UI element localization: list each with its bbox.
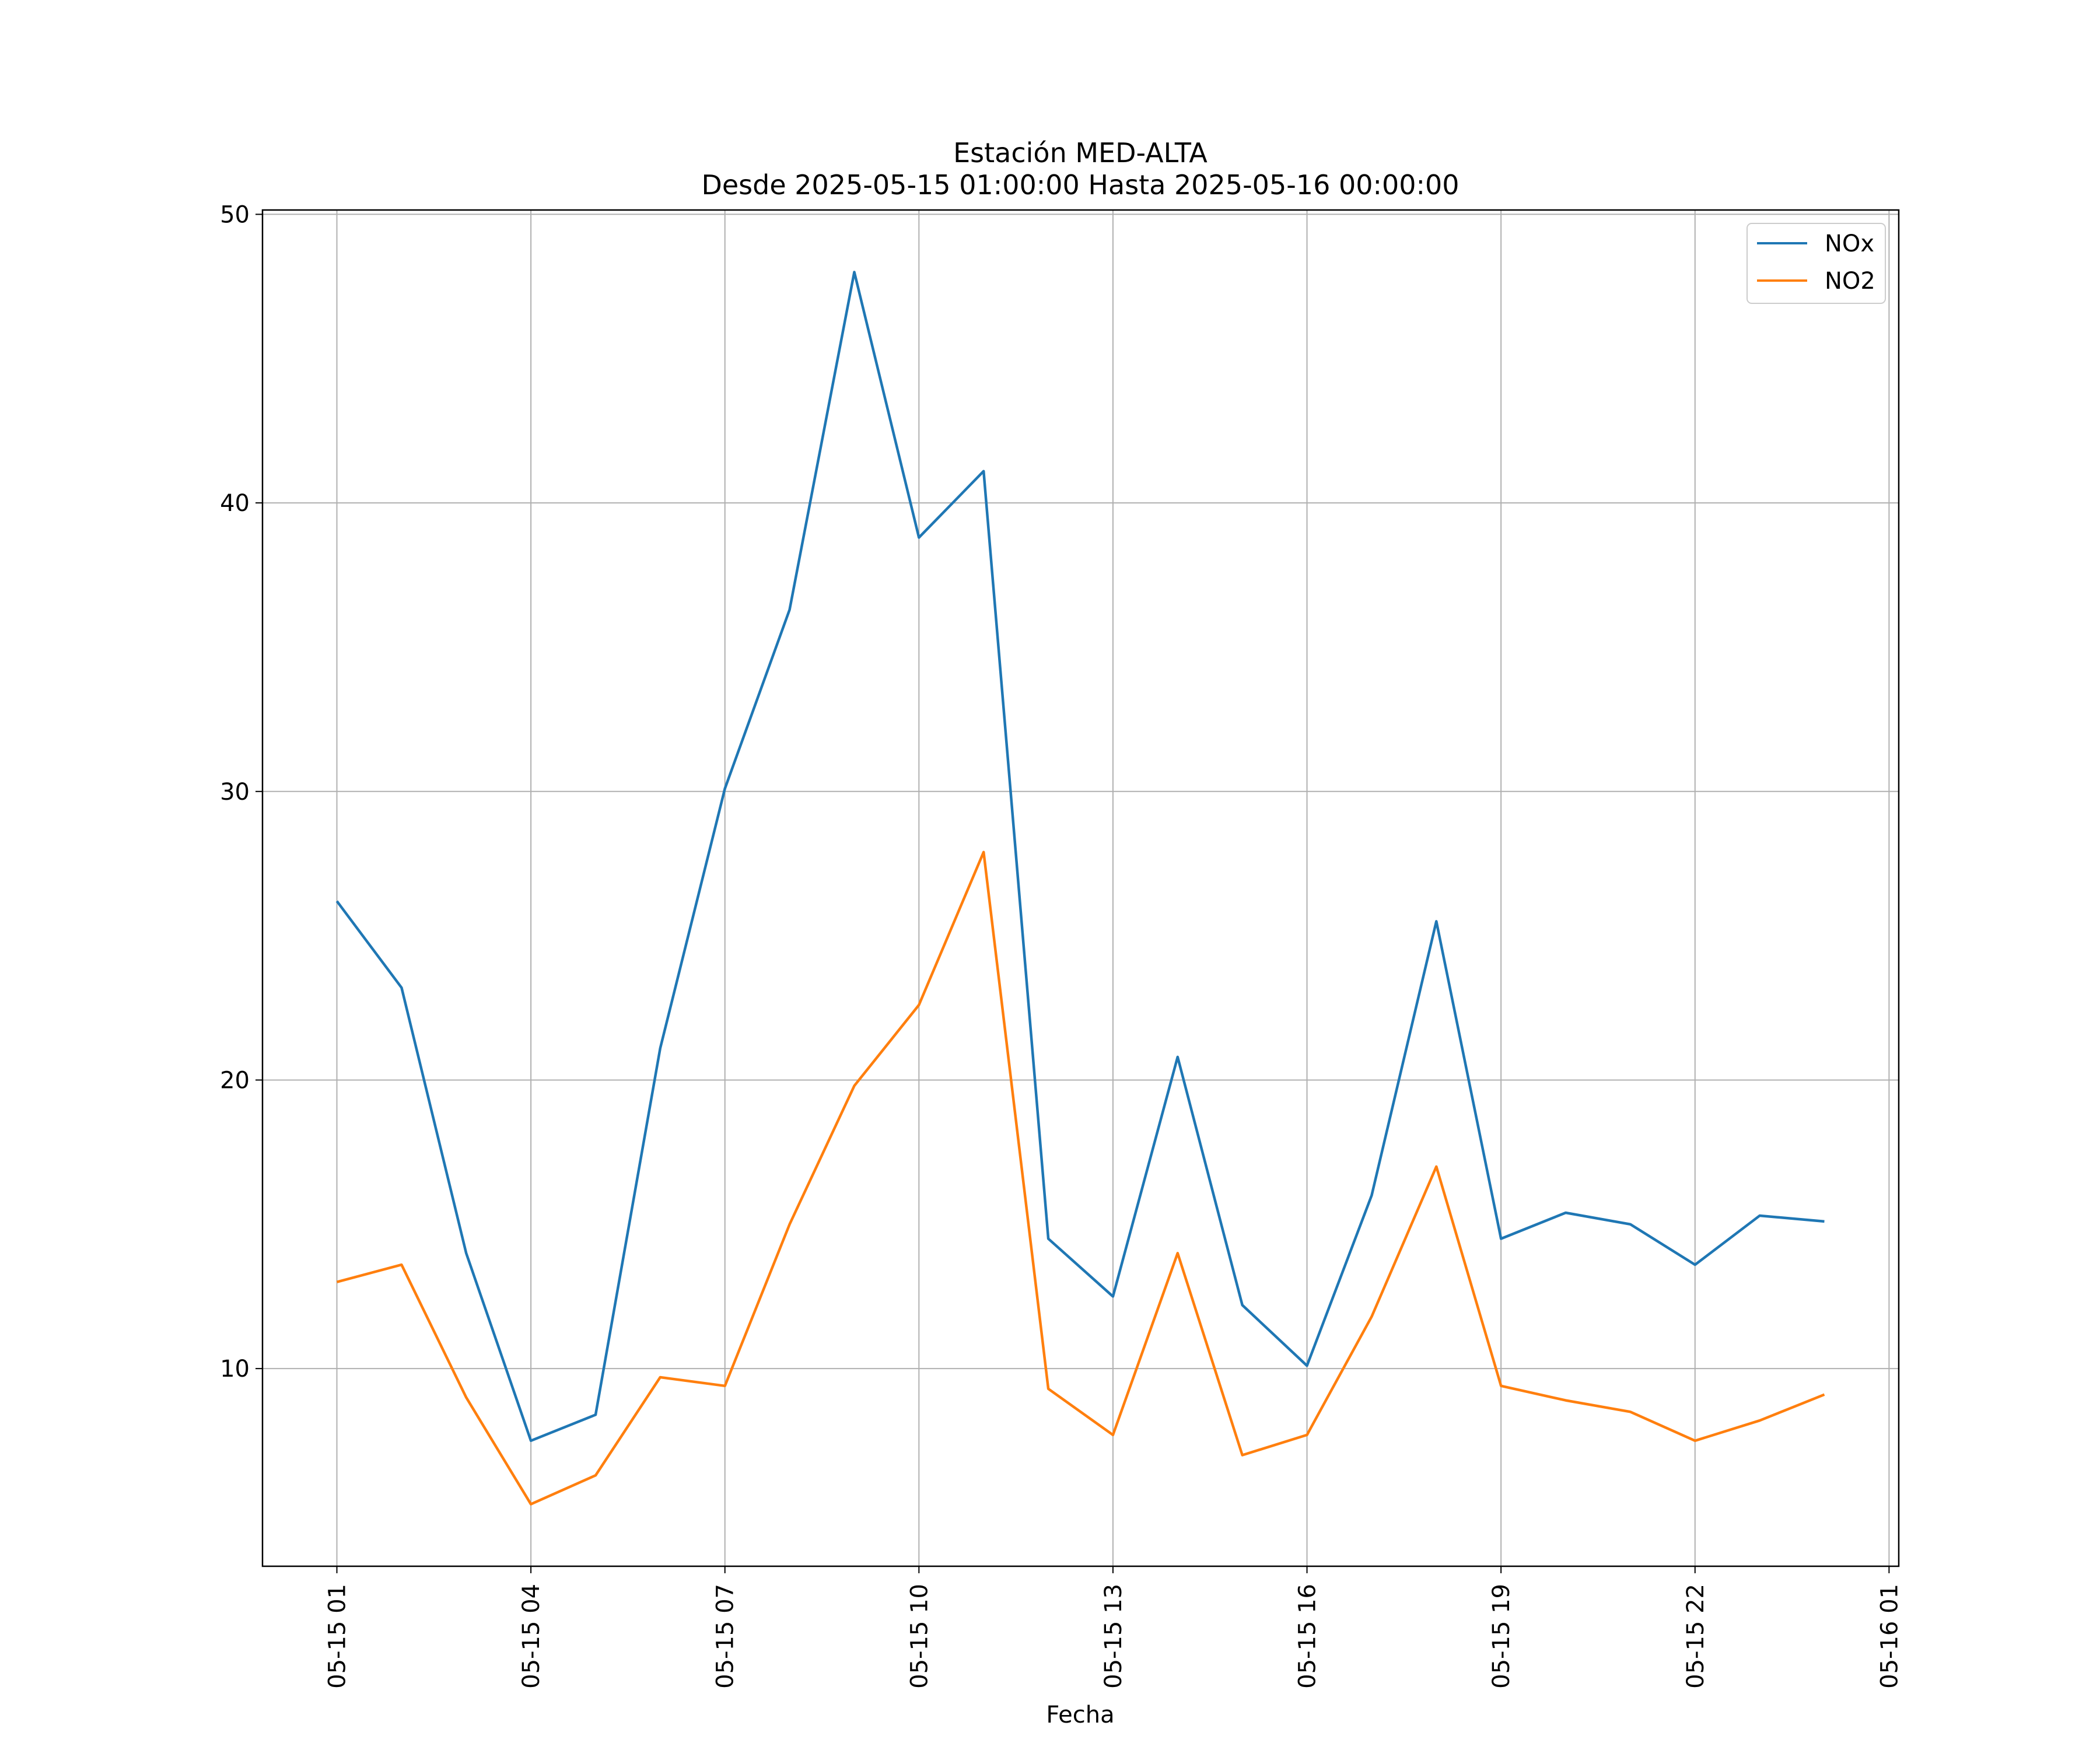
y-tick-label: 40 (220, 490, 250, 517)
x-tick-label: 05-15 07 (712, 1584, 739, 1689)
x-tick-label: 05-15 10 (906, 1584, 933, 1689)
legend: NOx NO2 (1746, 223, 1886, 304)
x-tick-label: 05-16 01 (1876, 1584, 1903, 1689)
series-lines (335, 271, 1825, 1506)
x-tick-label: 05-15 04 (518, 1584, 545, 1689)
legend-label-nox: NOx (1825, 230, 1874, 257)
chart-subtitle: Desde 2025-05-15 01:00:00 Hasta 2025-05-… (701, 169, 1459, 201)
y-axis-ticks: 10 20 30 40 50 (220, 201, 262, 1382)
y-tick-label: 10 (220, 1356, 250, 1382)
plot-frame (261, 209, 1900, 1567)
x-axis-label: Fecha (1046, 1702, 1114, 1728)
series-line-no2 (336, 850, 1825, 1506)
legend-label-no2: NO2 (1825, 268, 1875, 295)
x-tick-label: 05-15 22 (1682, 1584, 1709, 1689)
chart-title: Estación MED-ALTA (953, 137, 1208, 169)
y-tick-label: 20 (220, 1067, 250, 1094)
x-tick-label: 05-15 16 (1294, 1584, 1321, 1689)
y-tick-label: 30 (220, 779, 250, 806)
x-tick-label: 05-15 01 (324, 1584, 351, 1689)
y-tick-label: 50 (220, 201, 250, 228)
series-line-nox (335, 271, 1825, 1443)
x-tick-label: 05-15 19 (1488, 1584, 1515, 1689)
x-axis-ticks: 05-15 01 05-15 04 05-15 07 05-15 10 05-15 13… (324, 1566, 1903, 1689)
x-tick-label: 05-15 13 (1100, 1584, 1127, 1689)
grid (262, 210, 1899, 1566)
